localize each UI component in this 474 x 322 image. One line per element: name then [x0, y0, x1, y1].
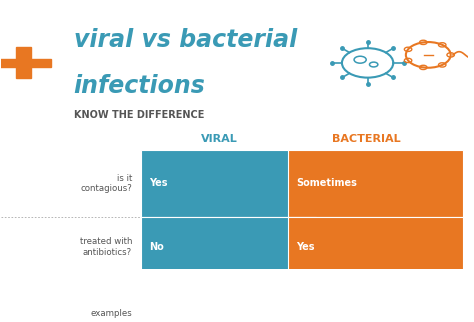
Text: Yes: Yes [296, 242, 314, 252]
FancyBboxPatch shape [288, 150, 463, 217]
Text: Common colds, flu,
chicken pox: Common colds, flu, chicken pox [149, 302, 254, 322]
FancyBboxPatch shape [288, 281, 463, 322]
FancyBboxPatch shape [288, 217, 463, 277]
Text: No: No [149, 242, 164, 252]
Text: examples: examples [90, 308, 132, 317]
FancyBboxPatch shape [141, 150, 316, 217]
FancyBboxPatch shape [0, 59, 51, 67]
FancyBboxPatch shape [141, 217, 316, 277]
Text: VIRAL: VIRAL [201, 134, 238, 144]
FancyBboxPatch shape [141, 281, 316, 322]
Text: Sometimes: Sometimes [296, 178, 356, 188]
Text: infections: infections [73, 74, 206, 98]
Text: viral vs bacterial: viral vs bacterial [73, 28, 297, 52]
Text: Yes: Yes [149, 178, 167, 188]
FancyBboxPatch shape [16, 47, 31, 79]
Text: treated with
antibiotics?: treated with antibiotics? [80, 237, 132, 257]
Text: KNOW THE DIFFERENCE: KNOW THE DIFFERENCE [73, 110, 204, 120]
Text: Strep throat, pneumonia,
urinary tract infections: Strep throat, pneumonia, urinary tract i… [296, 302, 436, 322]
Text: BACTERIAL: BACTERIAL [332, 134, 401, 144]
Text: is it
contagious?: is it contagious? [80, 174, 132, 193]
